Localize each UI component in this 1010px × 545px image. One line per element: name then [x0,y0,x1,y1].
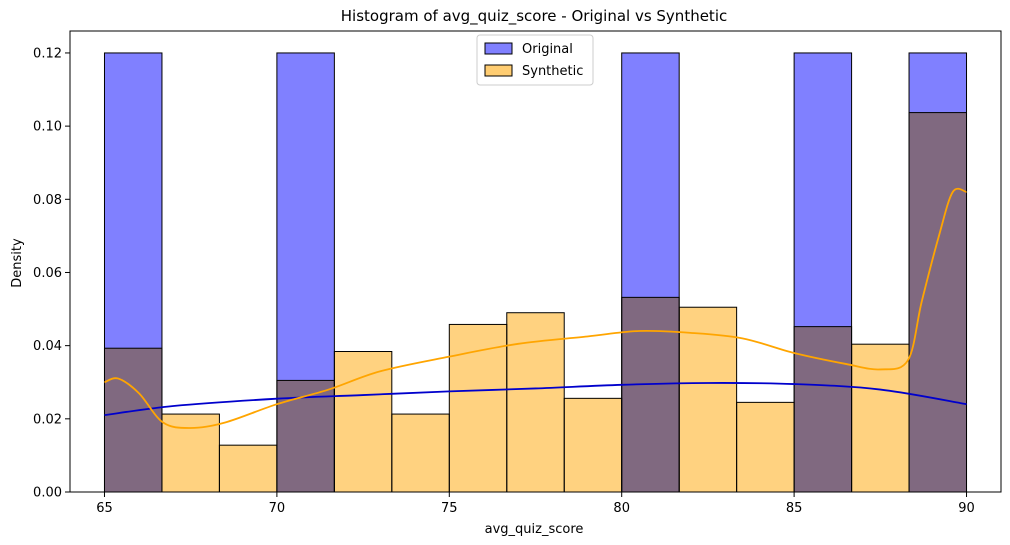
chart-title: Histogram of avg_quiz_score - Original v… [341,7,727,26]
synthetic-bar-10 [678,306,738,493]
y-tick-label: 0.02 [33,412,62,427]
x-tick-label: 85 [786,501,803,516]
y-tick-label: 0.04 [33,339,62,354]
legend: Original Synthetic [476,34,594,86]
synthetic-bar-12 [793,326,853,493]
synthetic-bar-5 [391,413,450,493]
y-tick-label: 0.06 [33,266,62,281]
synthetic-bar-0 [103,347,163,493]
y-tick-label: 0.12 [33,46,62,61]
synthetic-bar-4 [333,351,393,493]
y-tick-label: 0.08 [33,193,62,208]
x-tick-label: 90 [958,501,975,516]
synthetic-bar-11 [736,401,795,493]
synthetic-bar-2 [218,444,278,493]
x-tick-label: 65 [96,501,113,516]
synthetic-legend-swatch [484,64,513,77]
synthetic-legend-label: Synthetic [522,64,583,79]
plot-frame [69,30,1002,493]
x-tick-label: 70 [269,501,286,516]
synthetic-bar-14 [908,112,968,493]
synthetic-bar-7 [506,312,565,493]
synthetic-kde-line [104,187,967,429]
kde-lines [104,187,967,429]
synthetic-bars [103,112,968,493]
original-kde-line [104,382,967,417]
y-tick-label: 0.00 [33,486,62,501]
synthetic-bar-6 [448,323,508,493]
x-tick-label: 80 [613,501,630,516]
axes: 65 70 75 80 85 90 0.00 0.02 0.04 0.06 0.08 0.10 0.12 [33,30,1002,516]
y-tick-label: 0.10 [33,120,62,135]
x-tick-label: 75 [441,501,458,516]
synthetic-bar-9 [621,296,680,493]
synthetic-bar-8 [563,397,623,493]
y-axis-label: Density [10,238,25,288]
original-legend-swatch [484,42,513,55]
x-axis-label: avg_quiz_score [485,522,584,537]
original-legend-label: Original [522,42,573,57]
